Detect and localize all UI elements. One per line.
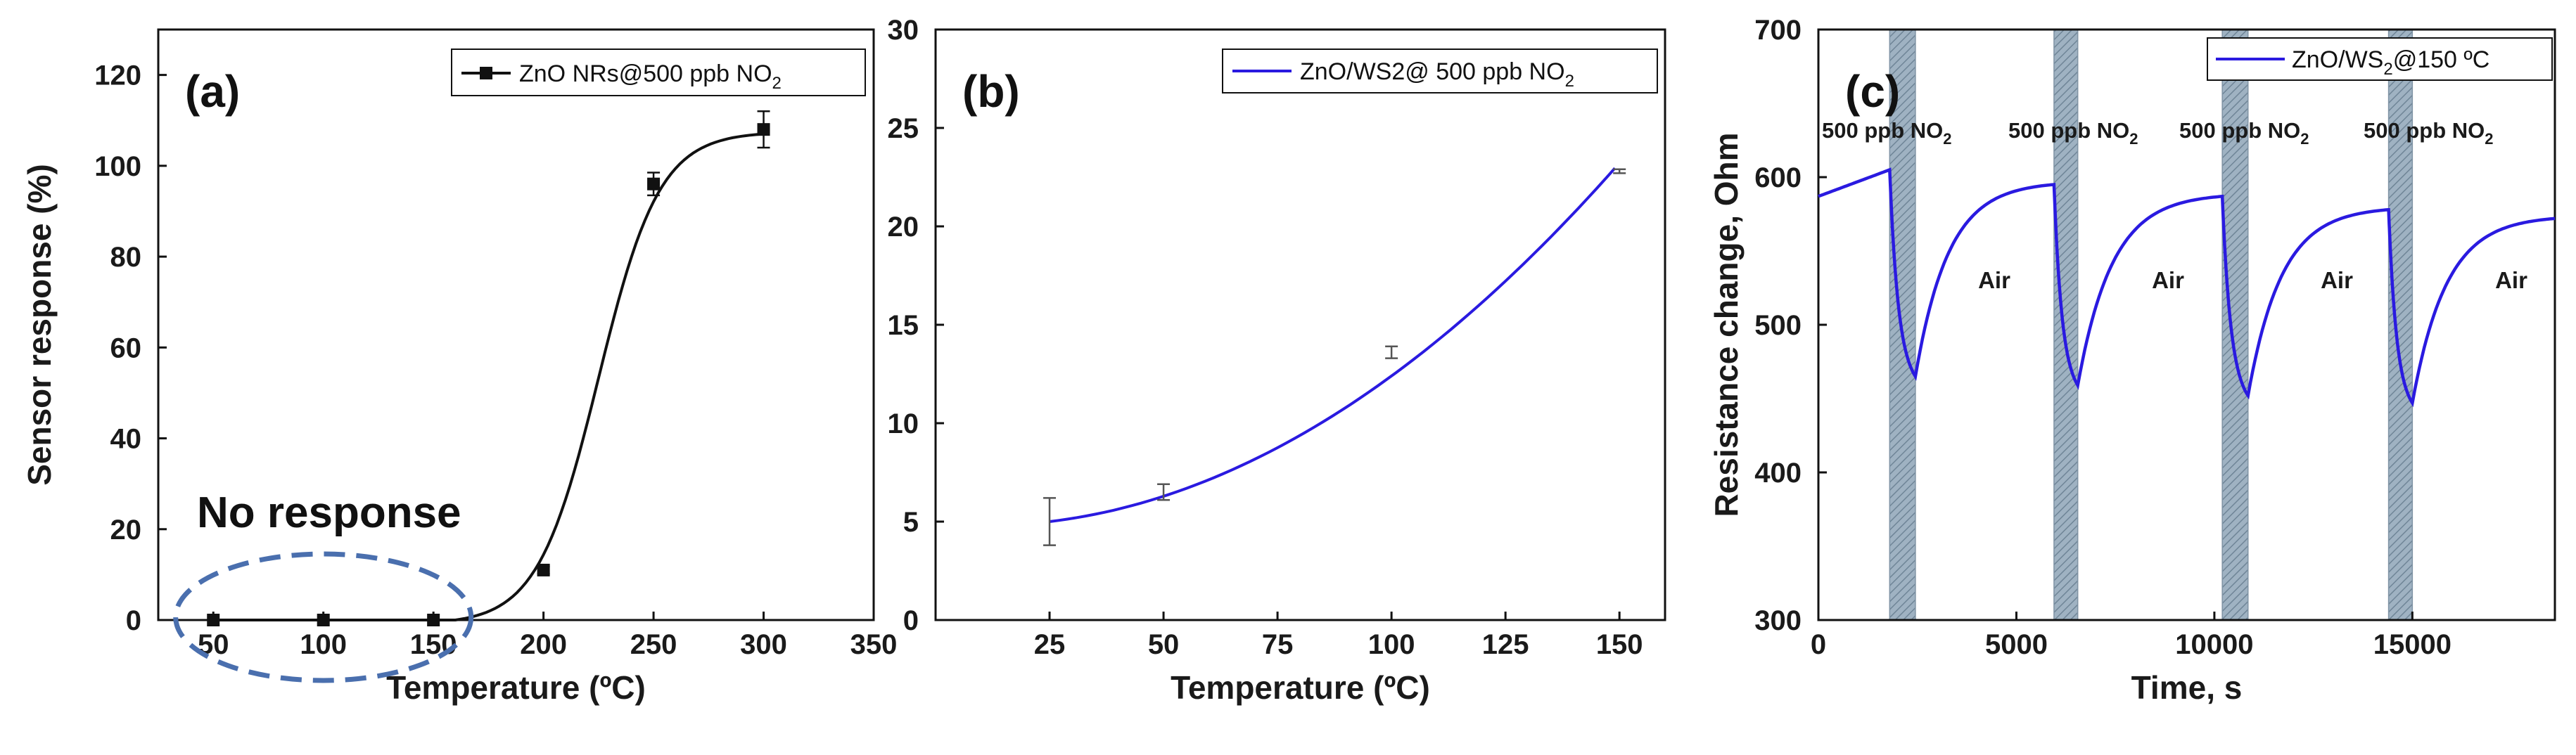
exposure-label-main: 500 ppb NO <box>2364 118 2485 143</box>
legend-box <box>1222 49 1658 93</box>
y-tick-label: 20 <box>110 515 142 546</box>
exposure-label-sub: 2 <box>2485 130 2493 148</box>
exposure-label: 500 ppb NO2 <box>1822 118 1952 148</box>
y-tick-label: 500 <box>1754 310 1802 341</box>
exposure-band <box>2053 29 2079 621</box>
x-tick-label: 50 <box>1148 629 1180 660</box>
legend-box <box>451 49 866 96</box>
legend-label-tail: @150 ºC <box>2393 46 2490 73</box>
legend-label-sub: 2 <box>1565 72 1574 91</box>
y-tick-label: 5 <box>903 507 919 538</box>
recovery-label: Air <box>2321 267 2353 293</box>
panel-a-chart: 50 100 150 200 250 300 350020406080100120Tempe… <box>21 28 898 706</box>
y-tick-label: 600 <box>1754 162 1802 193</box>
panel-b-chart: 25 50 75 100 125 150 0 5 10 15 20 25 30 Temperature (… <box>888 15 1666 706</box>
y-tick-label: 0 <box>903 605 919 636</box>
x-tick-label: 100 <box>1368 629 1415 660</box>
y-tick-label: 100 <box>94 151 141 182</box>
x-axis-title: Temperature (ºC) <box>386 669 646 706</box>
exposure-band <box>2221 29 2249 621</box>
y-tick-label: 80 <box>110 242 142 273</box>
series-line <box>213 132 764 621</box>
x-tick-label: 250 <box>630 629 677 660</box>
legend-label-sub: 2 <box>772 74 782 93</box>
exposure-label-sub: 2 <box>2300 130 2309 148</box>
y-tick-label: 25 <box>888 113 919 144</box>
x-tick-label: 125 <box>1482 629 1529 660</box>
y-tick-label: 20 <box>888 212 919 243</box>
legend-label: ZnO/WS2@ 500 ppb NO2 <box>1300 58 1574 91</box>
legend-label-main: ZnO NRs@500 ppb NO <box>519 60 772 87</box>
legend-label: ZnO/WS2@150 ºC <box>2292 46 2489 79</box>
recovery-label: Air <box>2495 267 2527 293</box>
y-tick-label: 400 <box>1754 458 1802 489</box>
data-point <box>647 177 661 191</box>
data-point <box>317 614 330 626</box>
exposure-label: 500 ppb NO2 <box>2179 118 2309 148</box>
x-tick-label: 150 <box>410 629 457 660</box>
x-tick-label: 75 <box>1262 629 1294 660</box>
recovery-label: Air <box>1978 267 2010 293</box>
panel-c-chart: 0 5000 10000 15000 300 400 500 600 700 Time, s Res… <box>1708 15 2556 706</box>
x-tick-label: 350 <box>850 629 898 660</box>
x-tick-label: 100 <box>300 629 347 660</box>
y-tick-label: 30 <box>888 15 919 46</box>
exposure-band <box>2387 29 2414 621</box>
x-tick-label: 0 <box>1811 629 1826 660</box>
y-tick-label: 10 <box>888 408 919 439</box>
x-tick-label: 15000 <box>2373 629 2451 660</box>
x-tick-label: 200 <box>520 629 567 660</box>
legend-label-sub: 2 <box>2383 60 2392 79</box>
x-tick-label: 25 <box>1034 629 1066 660</box>
y-tick-label: 40 <box>110 424 142 455</box>
exposure-label: 500 ppb NO2 <box>2008 118 2138 148</box>
y-tick-label: 15 <box>888 310 919 341</box>
legend-label-main: ZnO/WS <box>2292 46 2383 73</box>
y-axis-title: Sensor response (%) <box>21 164 58 486</box>
exposure-label-sub: 2 <box>2129 130 2138 148</box>
no-response-label: No response <box>197 489 461 537</box>
series-line <box>1818 167 2556 408</box>
x-tick-label: 10000 <box>2175 629 2253 660</box>
x-tick-label: 150 <box>1596 629 1643 660</box>
data-point <box>757 123 770 136</box>
exposure-label-sub: 2 <box>1943 130 1951 148</box>
data-point <box>427 614 440 626</box>
plot-frame <box>934 28 1666 621</box>
data-point <box>537 563 550 576</box>
series-line <box>1049 167 1617 523</box>
x-axis-title: Temperature (ºC) <box>1171 669 1430 706</box>
exposure-label-main: 500 ppb NO <box>2008 118 2129 143</box>
y-tick-label: 120 <box>94 60 141 91</box>
exposure-label: 500 ppb NO2 <box>2364 118 2494 148</box>
y-axis-title: Resistance change, Ohm <box>1708 132 1745 517</box>
x-tick-label: 300 <box>740 629 787 660</box>
panel-label: (c) <box>1845 66 1900 117</box>
x-axis-title: Time, s <box>2131 669 2243 706</box>
legend-label-main: ZnO/WS2@ 500 ppb NO <box>1300 58 1565 85</box>
legend-label: ZnO NRs@500 ppb NO2 <box>519 60 782 93</box>
panel-label: (a) <box>185 66 240 117</box>
exposure-label-main: 500 ppb NO <box>1822 118 1943 143</box>
data-point <box>207 614 220 626</box>
legend-marker <box>480 67 492 79</box>
y-tick-label: 60 <box>110 333 142 363</box>
x-tick-label: 5000 <box>1985 629 2048 660</box>
plot-frame <box>157 28 875 621</box>
y-tick-label: 300 <box>1754 605 1802 636</box>
exposure-label-main: 500 ppb NO <box>2179 118 2300 143</box>
y-tick-label: 0 <box>126 605 141 636</box>
no-response-ellipse <box>173 551 474 683</box>
panel-label: (b) <box>962 66 1020 117</box>
y-tick-label: 700 <box>1754 15 1802 46</box>
recovery-label: Air <box>2152 267 2184 293</box>
